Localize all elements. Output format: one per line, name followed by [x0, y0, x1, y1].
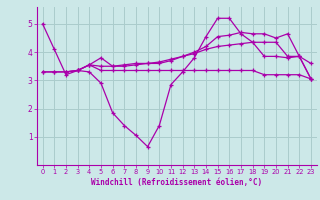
- X-axis label: Windchill (Refroidissement éolien,°C): Windchill (Refroidissement éolien,°C): [91, 178, 262, 187]
